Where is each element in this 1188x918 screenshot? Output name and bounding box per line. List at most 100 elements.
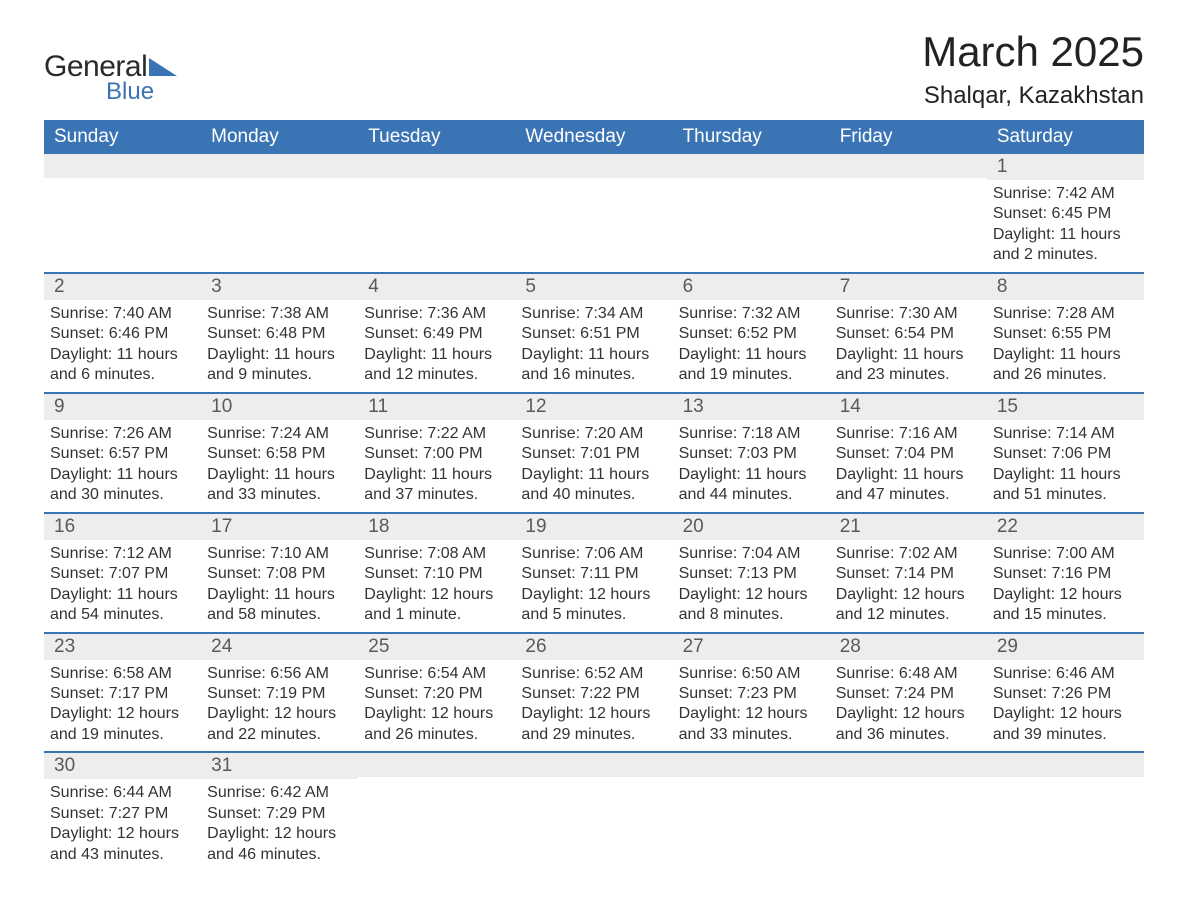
sunrise: Sunrise: 6:58 AM <box>50 664 191 684</box>
sunrise: Sunrise: 6:42 AM <box>207 783 348 803</box>
day-body <box>515 777 672 787</box>
sunrise-value: 7:12 AM <box>109 545 172 562</box>
sunrise-value: 7:36 AM <box>423 305 486 322</box>
sunrise-label: Sunrise: <box>679 545 738 562</box>
sunset: Sunset: 7:06 PM <box>993 444 1134 464</box>
calendar-cell: 29Sunrise: 6:46 AMSunset: 7:26 PMDayligh… <box>987 633 1144 753</box>
sunrise-label: Sunrise: <box>993 185 1052 202</box>
day-number: 30 <box>44 753 201 779</box>
calendar-cell: 11Sunrise: 7:22 AMSunset: 7:00 PMDayligh… <box>358 393 515 513</box>
sunrise: Sunrise: 7:30 AM <box>836 304 977 324</box>
sunrise-value: 7:38 AM <box>266 305 329 322</box>
sunset-label: Sunset: <box>993 325 1047 342</box>
day-number: 17 <box>201 514 358 540</box>
sunrise-value: 6:50 AM <box>737 665 800 682</box>
sunset-value: 7:10 PM <box>419 565 483 582</box>
col-tuesday: Tuesday <box>358 120 515 154</box>
day-body: Sunrise: 7:42 AMSunset: 6:45 PMDaylight:… <box>987 180 1144 272</box>
day-number: 9 <box>44 394 201 420</box>
sunrise-value: 6:42 AM <box>266 784 329 801</box>
col-sunday: Sunday <box>44 120 201 154</box>
day-body: Sunrise: 7:20 AMSunset: 7:01 PMDaylight:… <box>515 420 672 512</box>
sunrise: Sunrise: 6:48 AM <box>836 664 977 684</box>
calendar-cell: 20Sunrise: 7:04 AMSunset: 7:13 PMDayligh… <box>673 513 830 633</box>
day-number: 31 <box>201 753 358 779</box>
calendar-cell: 23Sunrise: 6:58 AMSunset: 7:17 PMDayligh… <box>44 633 201 753</box>
sunset-value: 7:14 PM <box>890 565 954 582</box>
sunrise-label: Sunrise: <box>207 425 266 442</box>
daylight: Daylight: 12 hours and 36 minutes. <box>836 704 977 745</box>
calendar-cell: 21Sunrise: 7:02 AMSunset: 7:14 PMDayligh… <box>830 513 987 633</box>
sunset-value: 7:22 PM <box>576 685 640 702</box>
sunrise-label: Sunrise: <box>836 665 895 682</box>
calendar-cell: 18Sunrise: 7:08 AMSunset: 7:10 PMDayligh… <box>358 513 515 633</box>
calendar-cell: 15Sunrise: 7:14 AMSunset: 7:06 PMDayligh… <box>987 393 1144 513</box>
sunrise: Sunrise: 6:56 AM <box>207 664 348 684</box>
sunset-value: 7:13 PM <box>733 565 797 582</box>
sunset-label: Sunset: <box>50 805 104 822</box>
calendar-week-row: 9Sunrise: 7:26 AMSunset: 6:57 PMDaylight… <box>44 393 1144 513</box>
day-body <box>673 178 830 188</box>
sunset-value: 6:55 PM <box>1047 325 1111 342</box>
calendar-cell: 1Sunrise: 7:42 AMSunset: 6:45 PMDaylight… <box>987 154 1144 273</box>
day-number <box>830 753 987 777</box>
day-body: Sunrise: 7:34 AMSunset: 6:51 PMDaylight:… <box>515 300 672 392</box>
sunset-value: 6:54 PM <box>890 325 954 342</box>
day-body: Sunrise: 7:24 AMSunset: 6:58 PMDaylight:… <box>201 420 358 512</box>
sunrise: Sunrise: 7:02 AM <box>836 544 977 564</box>
calendar-cell: 9Sunrise: 7:26 AMSunset: 6:57 PMDaylight… <box>44 393 201 513</box>
col-wednesday: Wednesday <box>515 120 672 154</box>
sunset-value: 6:52 PM <box>733 325 797 342</box>
sunset-label: Sunset: <box>521 565 575 582</box>
sunset-label: Sunset: <box>993 205 1047 222</box>
calendar-cell <box>358 752 515 871</box>
daylight-label: Daylight: <box>679 346 741 363</box>
daylight: Daylight: 11 hours and 19 minutes. <box>679 345 820 386</box>
sunset-label: Sunset: <box>207 685 261 702</box>
sunset: Sunset: 7:07 PM <box>50 564 191 584</box>
sunrise-label: Sunrise: <box>679 305 738 322</box>
sunrise-label: Sunrise: <box>993 425 1052 442</box>
sunset-label: Sunset: <box>50 685 104 702</box>
sunset-value: 7:17 PM <box>104 685 168 702</box>
sunrise-value: 7:26 AM <box>109 425 172 442</box>
sunrise: Sunrise: 6:50 AM <box>679 664 820 684</box>
sunrise-value: 7:22 AM <box>423 425 486 442</box>
sunset-label: Sunset: <box>50 445 104 462</box>
sunset: Sunset: 6:49 PM <box>364 324 505 344</box>
calendar-cell: 19Sunrise: 7:06 AMSunset: 7:11 PMDayligh… <box>515 513 672 633</box>
daylight-label: Daylight: <box>993 705 1055 722</box>
sunrise: Sunrise: 7:08 AM <box>364 544 505 564</box>
sunrise: Sunrise: 7:36 AM <box>364 304 505 324</box>
day-body: Sunrise: 7:18 AMSunset: 7:03 PMDaylight:… <box>673 420 830 512</box>
sunrise: Sunrise: 6:44 AM <box>50 783 191 803</box>
day-body: Sunrise: 7:04 AMSunset: 7:13 PMDaylight:… <box>673 540 830 632</box>
sunrise: Sunrise: 7:04 AM <box>679 544 820 564</box>
daylight: Daylight: 11 hours and 9 minutes. <box>207 345 348 386</box>
day-body: Sunrise: 7:06 AMSunset: 7:11 PMDaylight:… <box>515 540 672 632</box>
sunrise: Sunrise: 7:32 AM <box>679 304 820 324</box>
day-number <box>830 154 987 178</box>
sunrise-label: Sunrise: <box>364 545 423 562</box>
sunrise: Sunrise: 7:28 AM <box>993 304 1134 324</box>
sunrise-label: Sunrise: <box>50 784 109 801</box>
sunrise-label: Sunrise: <box>521 665 580 682</box>
sunset: Sunset: 7:11 PM <box>521 564 662 584</box>
sunrise-label: Sunrise: <box>364 305 423 322</box>
sunset-label: Sunset: <box>836 685 890 702</box>
sunrise-value: 7:00 AM <box>1052 545 1115 562</box>
day-body: Sunrise: 7:26 AMSunset: 6:57 PMDaylight:… <box>44 420 201 512</box>
sunrise-label: Sunrise: <box>207 784 266 801</box>
sunset: Sunset: 7:16 PM <box>993 564 1134 584</box>
sunset: Sunset: 7:13 PM <box>679 564 820 584</box>
day-body: Sunrise: 7:16 AMSunset: 7:04 PMDaylight:… <box>830 420 987 512</box>
sunset-label: Sunset: <box>364 445 418 462</box>
day-body: Sunrise: 7:12 AMSunset: 7:07 PMDaylight:… <box>44 540 201 632</box>
day-body <box>358 178 515 188</box>
sunset: Sunset: 7:14 PM <box>836 564 977 584</box>
daylight-label: Daylight: <box>207 705 269 722</box>
sunrise-label: Sunrise: <box>50 665 109 682</box>
day-number <box>987 753 1144 777</box>
sunset-value: 7:00 PM <box>419 445 483 462</box>
daylight-label: Daylight: <box>364 346 426 363</box>
